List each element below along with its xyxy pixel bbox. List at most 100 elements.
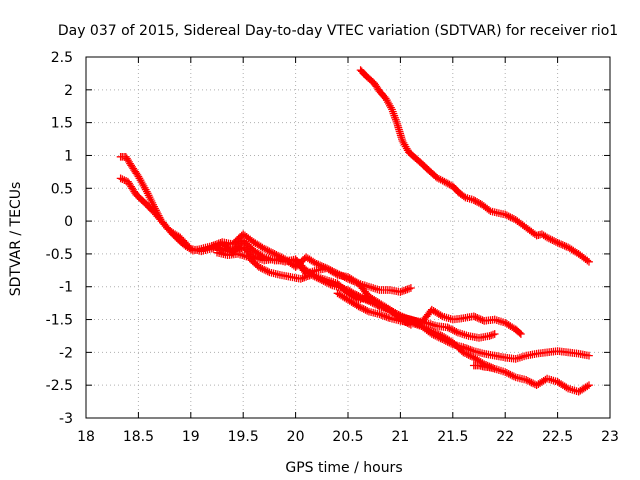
- data-point: [258, 266, 260, 268]
- data-point: [488, 366, 491, 369]
- x-tick-label: 19.5: [228, 429, 259, 445]
- data-point: [504, 356, 507, 359]
- data-point: [357, 295, 360, 298]
- data-point: [389, 317, 391, 320]
- data-point: [588, 260, 590, 263]
- data-point: [359, 69, 362, 71]
- tick-labels: 18 18.5 19 19.5 20 20.5 21 21.5 22 22.5 23-3-2.5-2…: [46, 50, 619, 445]
- data-point: [467, 335, 470, 337]
- series-arc-7: [344, 286, 593, 396]
- data-point: [407, 151, 410, 153]
- data-point: [300, 278, 302, 280]
- data-point: [378, 305, 381, 308]
- data-point: [472, 350, 475, 352]
- data-point: [452, 341, 454, 344]
- data-point: [341, 287, 344, 289]
- data-point: [535, 234, 538, 237]
- data-point: [577, 390, 580, 393]
- series-arc-1: [356, 66, 593, 266]
- data-point: [567, 351, 569, 354]
- data-point: [331, 284, 334, 287]
- data-point: [577, 352, 580, 355]
- data-point: [504, 371, 507, 373]
- data-point: [504, 213, 507, 216]
- data-point: [556, 241, 559, 244]
- data-point: [493, 318, 496, 321]
- data-point: [273, 253, 276, 255]
- data-point: [401, 140, 404, 142]
- data-point: [436, 325, 438, 327]
- data-point: [368, 285, 370, 288]
- data-marks: [116, 66, 593, 396]
- data-point: [273, 258, 276, 260]
- data-point: [242, 233, 244, 236]
- data-point: [413, 155, 415, 158]
- y-tick-label: 1.5: [51, 116, 73, 132]
- y-tick-label: 2.5: [51, 50, 73, 66]
- data-point: [504, 322, 507, 324]
- data-point: [347, 289, 349, 291]
- data-point: [546, 377, 548, 380]
- data-point: [535, 384, 538, 386]
- series-marks: [356, 66, 593, 266]
- y-tick-label: -0.5: [46, 247, 73, 263]
- data-point: [378, 289, 381, 291]
- x-tick-label: 22: [496, 429, 514, 445]
- data-point: [247, 256, 250, 258]
- data-point: [268, 271, 271, 274]
- data-point: [452, 185, 454, 188]
- data-point: [263, 259, 265, 262]
- x-tick-label: 22.5: [542, 429, 573, 445]
- data-point: [525, 226, 527, 229]
- data-point: [514, 328, 517, 331]
- data-point: [462, 317, 465, 320]
- data-point: [420, 325, 423, 327]
- data-point: [514, 376, 517, 379]
- data-point: [289, 276, 292, 278]
- data-point: [525, 379, 527, 381]
- data-point: [441, 335, 444, 337]
- data-point: [493, 367, 496, 370]
- data-point: [546, 351, 548, 354]
- grid-layer: [86, 57, 610, 418]
- data-point: [294, 258, 297, 260]
- y-axis-label: SDTVAR / TECUs: [8, 182, 24, 297]
- y-tick-label: -1: [59, 280, 73, 296]
- data-point: [125, 155, 127, 158]
- y-tick-label: 0: [64, 214, 73, 230]
- data-point: [145, 190, 148, 193]
- data-point: [462, 346, 465, 348]
- data-point: [284, 260, 286, 263]
- data-point: [472, 364, 475, 367]
- data-point: [321, 279, 323, 281]
- data-point: [315, 262, 318, 265]
- data-point: [556, 381, 559, 383]
- data-point: [119, 177, 122, 180]
- data-point: [137, 175, 140, 178]
- data-point: [483, 366, 486, 368]
- data-point: [384, 97, 387, 100]
- data-point: [237, 253, 239, 255]
- data-point: [478, 337, 480, 339]
- data-point: [520, 333, 522, 335]
- data-point: [130, 164, 132, 167]
- data-point: [483, 320, 486, 322]
- data-point: [588, 384, 590, 386]
- data-point: [221, 243, 224, 245]
- x-tick-label: 21: [391, 429, 409, 445]
- series-arc-8: [469, 361, 499, 373]
- data-point: [399, 320, 402, 322]
- data-point: [135, 194, 138, 196]
- data-point: [514, 218, 517, 221]
- y-tick-label: 0.5: [51, 181, 73, 197]
- data-point: [315, 269, 318, 272]
- data-point: [431, 308, 433, 311]
- data-point: [152, 210, 154, 213]
- data-point: [472, 199, 475, 201]
- data-point: [546, 236, 548, 239]
- data-point: [399, 315, 402, 318]
- data-point: [242, 246, 244, 249]
- data-point: [399, 291, 402, 293]
- x-tick-label: 20: [287, 429, 305, 445]
